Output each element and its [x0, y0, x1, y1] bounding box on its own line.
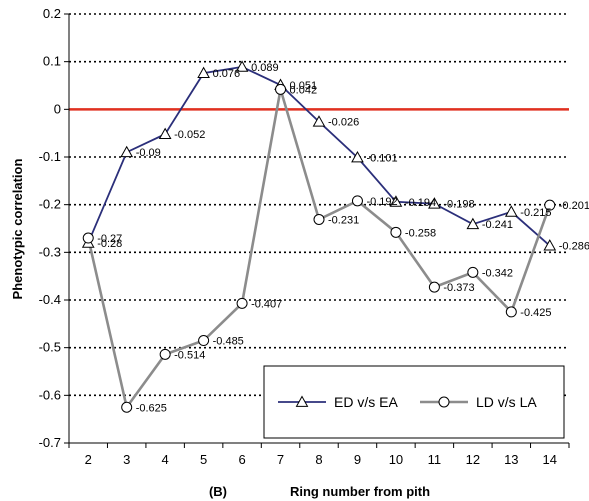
data-label: 0.076 — [213, 68, 241, 80]
data-label: 0.051 — [290, 80, 318, 92]
circle-marker — [275, 83, 287, 95]
x-tick-label: 8 — [315, 452, 322, 467]
y-axis-title: Phenotypic correlation — [10, 159, 25, 300]
data-label: -0.27 — [97, 233, 122, 245]
x-tick-label: 11 — [428, 452, 442, 467]
triangle-marker — [197, 66, 210, 79]
data-label: -0.514 — [174, 349, 205, 361]
circle-marker — [467, 266, 479, 278]
y-tick-label: -0.6 — [39, 387, 61, 402]
y-tick-label: -0.5 — [39, 340, 61, 355]
circle-marker — [236, 297, 248, 309]
x-tick-label: 2 — [85, 452, 92, 467]
x-tick-label: 13 — [504, 452, 518, 467]
data-label: -0.194 — [405, 197, 436, 209]
data-label: -0.09 — [136, 147, 161, 159]
data-label: -0.625 — [136, 402, 167, 414]
circle-marker — [505, 306, 517, 318]
data-label: 0.042 — [290, 84, 318, 96]
data-label: -0.342 — [482, 267, 513, 279]
panel-label: (B) — [209, 484, 227, 499]
circle-marker — [121, 401, 133, 413]
x-tick-label: 9 — [354, 452, 361, 467]
x-tick-label: 6 — [238, 452, 245, 467]
triangle-marker — [312, 115, 326, 127]
x-tick-label: 5 — [200, 452, 207, 467]
triangle-marker — [120, 145, 134, 158]
axes: 0.2 0.1 0 -0.1 -0.2 -0.3 -0.4 -0.5 -0.6 -0.7 2 3 4 5 6… — [39, 6, 570, 467]
y-tick-label: -0.2 — [39, 197, 61, 212]
y-tick-label: -0.7 — [39, 435, 61, 450]
x-tick-label: 12 — [466, 452, 480, 467]
triangle-marker — [504, 205, 518, 217]
series-lines — [81, 60, 557, 413]
x-tick-label: 14 — [543, 452, 557, 467]
data-label: -0.198 — [443, 199, 474, 211]
triangle-marker — [466, 217, 480, 230]
data-label: -0.201 — [559, 200, 589, 212]
circle-marker — [428, 281, 440, 293]
x-tick-label: 7 — [277, 452, 284, 467]
triangle-marker — [389, 195, 403, 207]
y-tick-label: 0.1 — [43, 54, 61, 69]
data-label: -0.052 — [174, 129, 205, 141]
data-label: -0.28 — [97, 238, 122, 250]
y-tick-label: -0.1 — [39, 149, 61, 164]
triangle-marker — [428, 197, 441, 209]
circle-marker — [159, 348, 171, 360]
y-tick-label: -0.3 — [39, 244, 61, 259]
legend-label: LD v/s LA — [476, 394, 537, 410]
circle-marker — [82, 232, 94, 244]
circle-marker — [313, 213, 325, 225]
data-label: -0.373 — [443, 282, 474, 294]
data-label: -0.101 — [366, 152, 397, 164]
data-label: -0.215 — [520, 207, 551, 219]
x-tick-label: 4 — [162, 452, 169, 467]
legend-triangle-marker — [295, 395, 309, 407]
y-tick-label: -0.4 — [39, 292, 61, 307]
data-label: -0.241 — [482, 219, 513, 231]
circle-marker — [390, 226, 402, 238]
legend: ED v/s EA LD v/s LA — [263, 365, 565, 439]
data-label: -0.286 — [559, 241, 589, 253]
data-label: -0.026 — [328, 117, 359, 129]
x-axis-title: Ring number from pith — [290, 484, 430, 499]
data-label: -0.258 — [405, 227, 436, 239]
circle-marker — [351, 195, 363, 207]
data-label: -0.407 — [251, 298, 282, 310]
data-label: 0.089 — [251, 62, 279, 74]
triangle-marker — [351, 150, 364, 163]
triangle-marker — [235, 60, 249, 72]
data-label: -0.485 — [213, 336, 244, 348]
circle-marker — [198, 335, 210, 347]
triangle-marker — [158, 127, 172, 140]
legend-circle-marker — [438, 396, 450, 408]
data-labels: -0.28 -0.09 -0.052 0.076 0.089 0.051 -0.026 -0.… — [97, 62, 589, 414]
x-tick-label: 10 — [389, 452, 403, 467]
data-label: -0.231 — [328, 214, 359, 226]
data-label: -0.425 — [520, 307, 551, 319]
y-tick-label: 0.2 — [43, 6, 61, 21]
legend-label: ED v/s EA — [334, 394, 398, 410]
data-label: -0.192 — [366, 196, 397, 208]
x-tick-label: 3 — [123, 452, 130, 467]
grid-lines — [69, 13, 569, 397]
triangle-marker — [543, 239, 557, 251]
circle-marker — [544, 199, 556, 211]
y-tick-label: 0 — [54, 101, 61, 116]
